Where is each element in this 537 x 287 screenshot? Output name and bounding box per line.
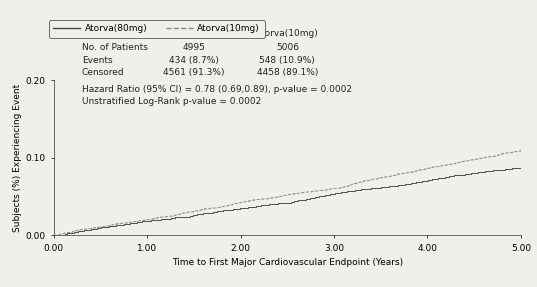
Y-axis label: Subjects (%) Experiencing Event: Subjects (%) Experiencing Event	[13, 84, 23, 232]
Text: 548 (10.9%): 548 (10.9%)	[259, 56, 315, 65]
Text: No. of Patients: No. of Patients	[82, 43, 148, 52]
Text: Hazard Ratio (95% CI) = 0.78 (0.69,0.89), p-value = 0.0002: Hazard Ratio (95% CI) = 0.78 (0.69,0.89)…	[82, 85, 352, 94]
Text: 5006: 5006	[276, 43, 299, 52]
Text: Atorva(10mg): Atorva(10mg)	[256, 29, 318, 38]
Text: 434 (8.7%): 434 (8.7%)	[169, 56, 219, 65]
Text: 4561 (91.3%): 4561 (91.3%)	[163, 68, 224, 77]
Text: Censored: Censored	[82, 68, 125, 77]
Text: Atorva(80mg): Atorva(80mg)	[163, 29, 225, 38]
Text: 4995: 4995	[183, 43, 205, 52]
Legend: Atorva(80mg), Atorva(10mg): Atorva(80mg), Atorva(10mg)	[49, 20, 265, 38]
Text: Unstratified Log-Rank p-value = 0.0002: Unstratified Log-Rank p-value = 0.0002	[82, 97, 261, 106]
X-axis label: Time to First Major Cardiovascular Endpoint (Years): Time to First Major Cardiovascular Endpo…	[172, 258, 403, 267]
Text: Events: Events	[82, 56, 112, 65]
Text: 4458 (89.1%): 4458 (89.1%)	[257, 68, 318, 77]
